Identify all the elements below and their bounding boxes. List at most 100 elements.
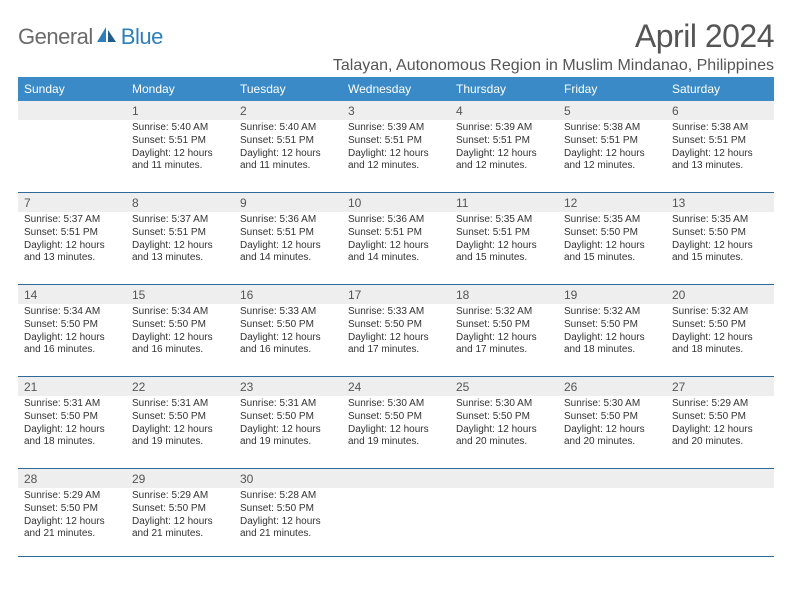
day-number: 3 bbox=[342, 101, 450, 120]
logo-text-blue: Blue bbox=[121, 24, 163, 50]
sunset-line: Sunset: 5:51 PM bbox=[672, 135, 768, 148]
sunset-line: Sunset: 5:50 PM bbox=[132, 503, 228, 516]
day-details: Sunrise: 5:39 AMSunset: 5:51 PMDaylight:… bbox=[450, 120, 558, 173]
day-details: Sunrise: 5:31 AMSunset: 5:50 PMDaylight:… bbox=[126, 396, 234, 449]
calendar-cell bbox=[666, 469, 774, 557]
daylight-line-1: Daylight: 12 hours bbox=[240, 240, 336, 253]
daylight-line-1: Daylight: 12 hours bbox=[348, 424, 444, 437]
sunset-line: Sunset: 5:50 PM bbox=[24, 319, 120, 332]
sunrise-line: Sunrise: 5:30 AM bbox=[564, 398, 660, 411]
calendar-cell: 1Sunrise: 5:40 AMSunset: 5:51 PMDaylight… bbox=[126, 101, 234, 193]
sunrise-line: Sunrise: 5:30 AM bbox=[348, 398, 444, 411]
day-number: 22 bbox=[126, 377, 234, 396]
day-details: Sunrise: 5:36 AMSunset: 5:51 PMDaylight:… bbox=[342, 212, 450, 265]
daylight-line-2: and 15 minutes. bbox=[672, 252, 768, 265]
daylight-line-1: Daylight: 12 hours bbox=[348, 148, 444, 161]
day-number: 6 bbox=[666, 101, 774, 120]
daylight-line-1: Daylight: 12 hours bbox=[132, 148, 228, 161]
daylight-line-1: Daylight: 12 hours bbox=[672, 240, 768, 253]
sunrise-line: Sunrise: 5:31 AM bbox=[24, 398, 120, 411]
daylight-line-2: and 18 minutes. bbox=[564, 344, 660, 357]
day-details: Sunrise: 5:33 AMSunset: 5:50 PMDaylight:… bbox=[342, 304, 450, 357]
sunset-line: Sunset: 5:50 PM bbox=[24, 503, 120, 516]
calendar-cell: 16Sunrise: 5:33 AMSunset: 5:50 PMDayligh… bbox=[234, 285, 342, 377]
daylight-line-2: and 17 minutes. bbox=[456, 344, 552, 357]
sunset-line: Sunset: 5:50 PM bbox=[672, 227, 768, 240]
page-header: General Blue April 2024 Talayan, Autonom… bbox=[18, 18, 774, 75]
calendar-grid: SundayMondayTuesdayWednesdayThursdayFrid… bbox=[18, 77, 774, 557]
day-number: 12 bbox=[558, 193, 666, 212]
daylight-line-1: Daylight: 12 hours bbox=[672, 424, 768, 437]
day-number: 19 bbox=[558, 285, 666, 304]
calendar-cell: 5Sunrise: 5:38 AMSunset: 5:51 PMDaylight… bbox=[558, 101, 666, 193]
day-details: Sunrise: 5:31 AMSunset: 5:50 PMDaylight:… bbox=[18, 396, 126, 449]
calendar-cell: 29Sunrise: 5:29 AMSunset: 5:50 PMDayligh… bbox=[126, 469, 234, 557]
day-details: Sunrise: 5:32 AMSunset: 5:50 PMDaylight:… bbox=[666, 304, 774, 357]
day-details: Sunrise: 5:29 AMSunset: 5:50 PMDaylight:… bbox=[126, 488, 234, 541]
daylight-line-1: Daylight: 12 hours bbox=[456, 424, 552, 437]
sunrise-line: Sunrise: 5:39 AM bbox=[348, 122, 444, 135]
day-number: 4 bbox=[450, 101, 558, 120]
day-details: Sunrise: 5:38 AMSunset: 5:51 PMDaylight:… bbox=[666, 120, 774, 173]
calendar-cell: 20Sunrise: 5:32 AMSunset: 5:50 PMDayligh… bbox=[666, 285, 774, 377]
calendar-cell: 14Sunrise: 5:34 AMSunset: 5:50 PMDayligh… bbox=[18, 285, 126, 377]
day-number: 30 bbox=[234, 469, 342, 488]
sunset-line: Sunset: 5:50 PM bbox=[348, 319, 444, 332]
sunset-line: Sunset: 5:51 PM bbox=[348, 227, 444, 240]
day-number: 18 bbox=[450, 285, 558, 304]
daylight-line-1: Daylight: 12 hours bbox=[456, 148, 552, 161]
calendar-cell: 21Sunrise: 5:31 AMSunset: 5:50 PMDayligh… bbox=[18, 377, 126, 469]
daylight-line-2: and 16 minutes. bbox=[240, 344, 336, 357]
daylight-line-2: and 16 minutes. bbox=[132, 344, 228, 357]
sunset-line: Sunset: 5:50 PM bbox=[348, 411, 444, 424]
sunrise-line: Sunrise: 5:34 AM bbox=[132, 306, 228, 319]
daylight-line-2: and 18 minutes. bbox=[24, 436, 120, 449]
calendar-cell: 23Sunrise: 5:31 AMSunset: 5:50 PMDayligh… bbox=[234, 377, 342, 469]
daylight-line-1: Daylight: 12 hours bbox=[564, 424, 660, 437]
calendar-cell: 22Sunrise: 5:31 AMSunset: 5:50 PMDayligh… bbox=[126, 377, 234, 469]
blank-day-num bbox=[666, 469, 774, 488]
sunset-line: Sunset: 5:51 PM bbox=[240, 227, 336, 240]
calendar-cell: 12Sunrise: 5:35 AMSunset: 5:50 PMDayligh… bbox=[558, 193, 666, 285]
daylight-line-2: and 21 minutes. bbox=[240, 528, 336, 541]
sunrise-line: Sunrise: 5:35 AM bbox=[456, 214, 552, 227]
daylight-line-1: Daylight: 12 hours bbox=[348, 240, 444, 253]
daylight-line-1: Daylight: 12 hours bbox=[240, 424, 336, 437]
sunset-line: Sunset: 5:51 PM bbox=[564, 135, 660, 148]
day-details: Sunrise: 5:34 AMSunset: 5:50 PMDaylight:… bbox=[18, 304, 126, 357]
daylight-line-2: and 20 minutes. bbox=[672, 436, 768, 449]
daylight-line-2: and 21 minutes. bbox=[24, 528, 120, 541]
sunrise-line: Sunrise: 5:29 AM bbox=[24, 490, 120, 503]
daylight-line-2: and 16 minutes. bbox=[24, 344, 120, 357]
sunrise-line: Sunrise: 5:29 AM bbox=[132, 490, 228, 503]
sunset-line: Sunset: 5:51 PM bbox=[132, 135, 228, 148]
daylight-line-1: Daylight: 12 hours bbox=[240, 148, 336, 161]
sunset-line: Sunset: 5:50 PM bbox=[240, 411, 336, 424]
calendar-cell: 6Sunrise: 5:38 AMSunset: 5:51 PMDaylight… bbox=[666, 101, 774, 193]
blank-day-num bbox=[558, 469, 666, 488]
sunrise-line: Sunrise: 5:32 AM bbox=[672, 306, 768, 319]
sunrise-line: Sunrise: 5:31 AM bbox=[240, 398, 336, 411]
blank-day-num bbox=[450, 469, 558, 488]
day-number: 14 bbox=[18, 285, 126, 304]
calendar-cell: 30Sunrise: 5:28 AMSunset: 5:50 PMDayligh… bbox=[234, 469, 342, 557]
calendar-cell: 18Sunrise: 5:32 AMSunset: 5:50 PMDayligh… bbox=[450, 285, 558, 377]
sunrise-line: Sunrise: 5:40 AM bbox=[132, 122, 228, 135]
sunrise-line: Sunrise: 5:33 AM bbox=[348, 306, 444, 319]
sunrise-line: Sunrise: 5:32 AM bbox=[564, 306, 660, 319]
day-number: 11 bbox=[450, 193, 558, 212]
calendar-cell: 3Sunrise: 5:39 AMSunset: 5:51 PMDaylight… bbox=[342, 101, 450, 193]
day-number: 21 bbox=[18, 377, 126, 396]
sunset-line: Sunset: 5:50 PM bbox=[456, 319, 552, 332]
calendar-cell: 11Sunrise: 5:35 AMSunset: 5:51 PMDayligh… bbox=[450, 193, 558, 285]
daylight-line-1: Daylight: 12 hours bbox=[564, 332, 660, 345]
daylight-line-2: and 13 minutes. bbox=[672, 160, 768, 173]
daylight-line-2: and 20 minutes. bbox=[564, 436, 660, 449]
daylight-line-2: and 17 minutes. bbox=[348, 344, 444, 357]
day-details: Sunrise: 5:33 AMSunset: 5:50 PMDaylight:… bbox=[234, 304, 342, 357]
day-details: Sunrise: 5:34 AMSunset: 5:50 PMDaylight:… bbox=[126, 304, 234, 357]
day-details: Sunrise: 5:39 AMSunset: 5:51 PMDaylight:… bbox=[342, 120, 450, 173]
daylight-line-1: Daylight: 12 hours bbox=[24, 240, 120, 253]
sunrise-line: Sunrise: 5:29 AM bbox=[672, 398, 768, 411]
daylight-line-2: and 18 minutes. bbox=[672, 344, 768, 357]
